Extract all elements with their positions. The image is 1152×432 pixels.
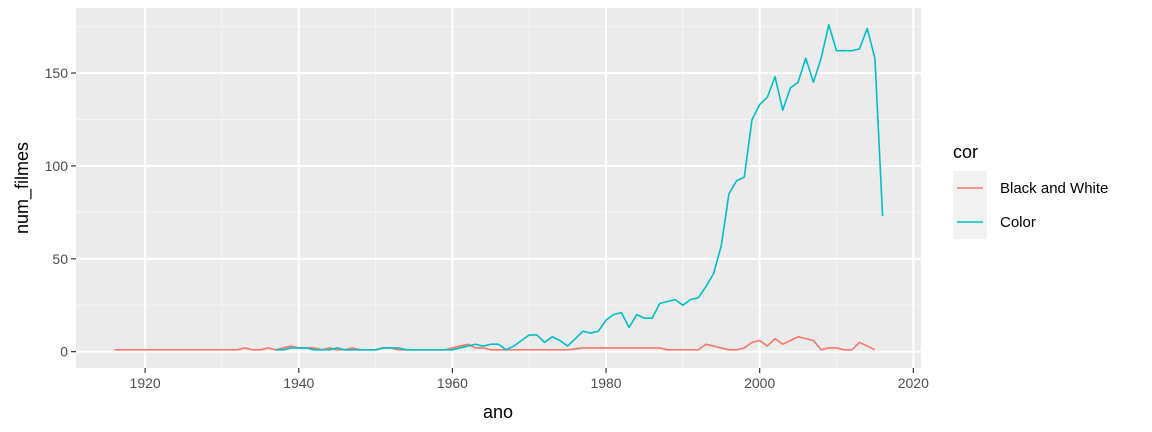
minor-grid — [76, 8, 921, 368]
legend: cor Black and White Color — [953, 142, 1108, 239]
legend-label: Color — [1000, 214, 1036, 231]
x-tick-label: 2020 — [898, 375, 929, 391]
panel-background — [76, 8, 921, 368]
y-tick-label: 0 — [60, 344, 68, 360]
x-axis-title: ano — [483, 402, 513, 422]
legend-label: Black and White — [1000, 180, 1108, 197]
y-axis-title: num_filmes — [12, 142, 33, 234]
x-tick-label: 1940 — [283, 375, 314, 391]
x-tick-label: 1980 — [590, 375, 621, 391]
x-tick-label: 1960 — [437, 375, 468, 391]
x-axis: 1920 1940 1960 1980 2000 2020 — [130, 368, 929, 391]
x-tick-label: 1920 — [130, 375, 161, 391]
series-lines — [114, 23, 884, 351]
y-tick-label: 50 — [52, 251, 68, 267]
series-line-2 — [275, 23, 884, 351]
x-tick-label: 2000 — [744, 375, 775, 391]
y-tick-label: 100 — [45, 158, 69, 174]
y-tick-label: 150 — [45, 65, 69, 81]
major-grid — [76, 8, 921, 368]
y-axis: 0 50 100 150 — [45, 65, 76, 360]
legend-title: cor — [953, 142, 978, 162]
